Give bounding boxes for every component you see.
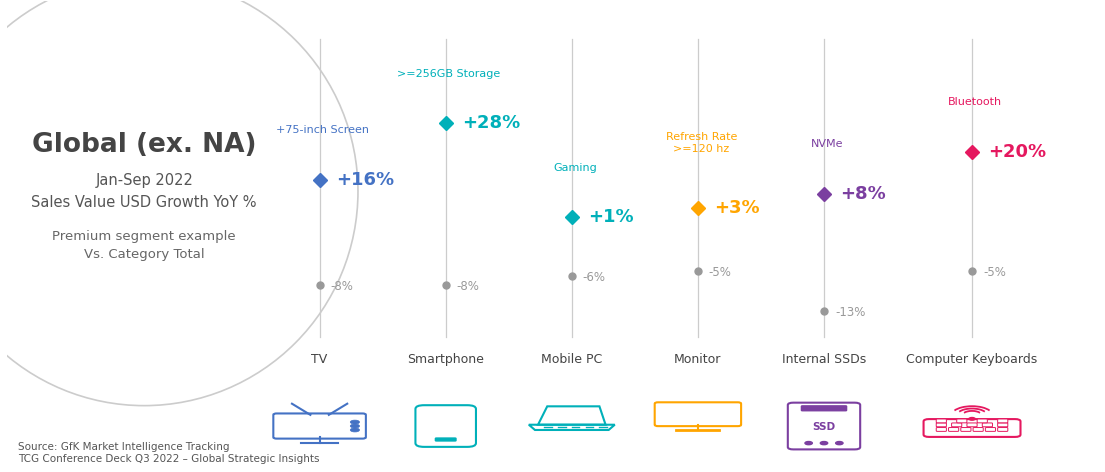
Text: -6%: -6% [582, 271, 606, 284]
Text: -13%: -13% [835, 306, 865, 319]
FancyBboxPatch shape [788, 403, 860, 449]
Text: +3%: +3% [714, 199, 760, 217]
Circle shape [835, 441, 843, 445]
Text: +1%: +1% [588, 208, 634, 226]
FancyBboxPatch shape [998, 428, 1008, 431]
Text: +28%: +28% [462, 114, 520, 132]
Text: -5%: -5% [983, 266, 1006, 279]
FancyBboxPatch shape [654, 402, 741, 426]
Text: -8%: -8% [456, 280, 480, 293]
Circle shape [350, 428, 359, 432]
FancyBboxPatch shape [977, 419, 988, 423]
Text: NVMe: NVMe [811, 139, 843, 149]
FancyBboxPatch shape [415, 405, 476, 447]
FancyBboxPatch shape [936, 419, 946, 423]
Circle shape [350, 420, 359, 424]
Text: Gaming: Gaming [554, 163, 597, 173]
FancyBboxPatch shape [961, 428, 971, 431]
Text: Jan-Sep 2022
Sales Value USD Growth YoY %: Jan-Sep 2022 Sales Value USD Growth YoY … [31, 173, 256, 210]
Text: +16%: +16% [336, 171, 394, 189]
FancyBboxPatch shape [982, 423, 992, 427]
FancyBboxPatch shape [273, 413, 366, 438]
FancyBboxPatch shape [801, 406, 846, 411]
FancyBboxPatch shape [936, 423, 946, 427]
FancyBboxPatch shape [951, 423, 961, 427]
FancyBboxPatch shape [948, 428, 959, 431]
FancyBboxPatch shape [998, 419, 1008, 423]
Text: Refresh Rate
>=120 hz: Refresh Rate >=120 hz [665, 132, 737, 154]
Text: >=256GB Storage: >=256GB Storage [398, 69, 501, 79]
Circle shape [804, 441, 812, 445]
Text: +75-inch Screen: +75-inch Screen [276, 125, 369, 135]
FancyBboxPatch shape [974, 428, 983, 431]
FancyBboxPatch shape [986, 428, 996, 431]
Text: -8%: -8% [330, 280, 354, 293]
FancyBboxPatch shape [435, 438, 456, 441]
FancyBboxPatch shape [957, 419, 967, 423]
Circle shape [969, 418, 975, 420]
Text: Internal SSDs: Internal SSDs [782, 354, 866, 366]
Text: Monitor: Monitor [674, 354, 722, 366]
Text: Bluetooth: Bluetooth [948, 97, 1002, 107]
FancyBboxPatch shape [967, 423, 977, 427]
FancyBboxPatch shape [998, 423, 1008, 427]
FancyBboxPatch shape [924, 419, 1021, 437]
Circle shape [350, 424, 359, 428]
Text: +8%: +8% [841, 185, 886, 203]
Text: Global (ex. NA): Global (ex. NA) [32, 132, 256, 158]
Text: Premium segment example
Vs. Category Total: Premium segment example Vs. Category Tot… [52, 230, 236, 261]
Text: TV: TV [312, 354, 328, 366]
Text: SSD: SSD [812, 422, 835, 432]
Text: -5%: -5% [709, 266, 732, 279]
Circle shape [820, 441, 828, 445]
Text: +20%: +20% [989, 143, 1046, 160]
Text: Computer Keyboards: Computer Keyboards [906, 354, 1038, 366]
FancyBboxPatch shape [936, 428, 946, 431]
Text: Mobile PC: Mobile PC [541, 354, 602, 366]
Text: Source: GfK Market Intelligence Tracking
TCG Conference Deck Q3 2022 – Global St: Source: GfK Market Intelligence Tracking… [18, 442, 319, 464]
Text: Smartphone: Smartphone [408, 354, 484, 366]
